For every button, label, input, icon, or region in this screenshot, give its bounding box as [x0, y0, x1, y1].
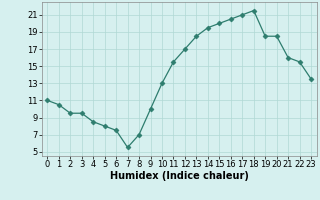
- X-axis label: Humidex (Indice chaleur): Humidex (Indice chaleur): [110, 171, 249, 181]
